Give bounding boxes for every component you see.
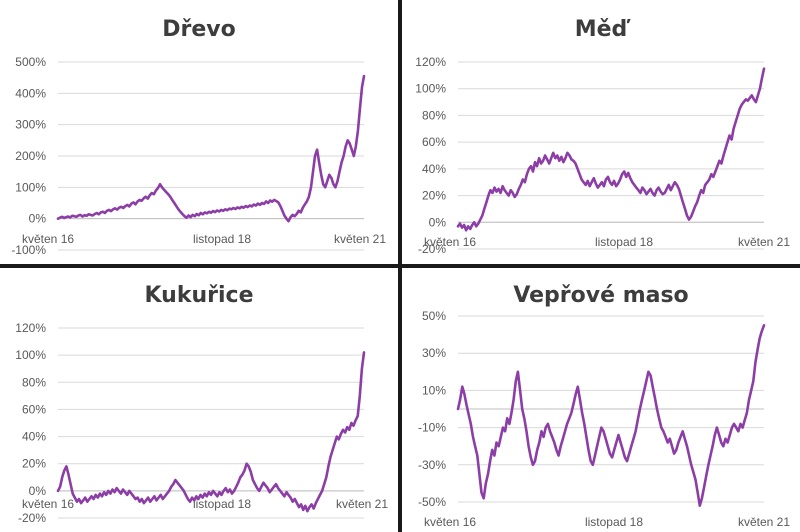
y-tick-label: 500%	[15, 55, 46, 69]
chart-panel-drevo: Dřevo 500% 400% 300% 200% 100% 0% -100% květen 1…	[0, 0, 398, 264]
y-tick-label: 0%	[29, 484, 47, 498]
chart-svg: Kukuřice120%100%80%60%40%20%0%-20%květen…	[15, 283, 388, 525]
chart-panel-med: Měď 120% 100% 80% 60% 40% 20% 0% -20% květen 16 li…	[402, 0, 800, 264]
x-tick-label: listopad 18	[193, 232, 251, 246]
x-tick-label: květen 21	[738, 515, 790, 529]
y-tick-label: 120%	[415, 55, 446, 69]
y-tick-label: 100%	[15, 180, 46, 194]
chart-svg: Měď 120% 100% 80% 60% 40% 20% 0% -20%květen 16 li…	[415, 17, 790, 256]
y-tick-label: -10%	[418, 421, 446, 435]
chart-title: Dřevo	[162, 17, 236, 42]
series-line	[56, 351, 366, 513]
series-line	[456, 67, 766, 232]
y-tick-label: 80%	[22, 375, 46, 389]
x-tick-label: květen 21	[334, 232, 386, 246]
y-tick-label: 400%	[15, 86, 46, 100]
chart-svg: Dřevo 500% 400% 300% 200% 100% 0% -100%květen 1…	[11, 17, 386, 257]
chart-svg: Vepřové maso 50% 30% 10% -10% -30% -50% květen …	[418, 283, 790, 529]
x-tick-label: květen 16	[22, 497, 74, 511]
x-tick-label: listopad 18	[595, 235, 653, 249]
x-tick-label: květen 21	[738, 235, 790, 249]
x-tick-label: květen 16	[424, 235, 476, 249]
y-tick-label: 300%	[15, 118, 46, 132]
chart-title: Kukuřice	[145, 283, 254, 308]
y-tick-label: 10%	[422, 383, 446, 397]
y-tick-label: 40%	[22, 430, 46, 444]
y-tick-label: -20%	[18, 511, 46, 525]
x-tick-label: listopad 18	[193, 497, 251, 511]
y-tick-label: 80%	[422, 108, 446, 122]
x-tick-label: květen 21	[336, 497, 388, 511]
y-tick-label: -100%	[11, 243, 46, 257]
chart-title: Měď	[575, 17, 632, 42]
y-tick-label: 60%	[22, 402, 46, 416]
y-tick-label: -30%	[418, 458, 446, 472]
y-tick-label: 200%	[15, 149, 46, 163]
x-tick-label: květen 16	[424, 515, 476, 529]
series-line	[456, 323, 766, 507]
y-tick-label: 100%	[15, 348, 46, 362]
chart-panel-veprove-maso: Vepřové maso 50% 30% 10% -10% -30% -50% květen …	[402, 268, 800, 532]
y-tick-label: 50%	[422, 309, 446, 323]
y-tick-label: 20%	[422, 189, 446, 203]
y-tick-label: 0%	[429, 215, 447, 229]
y-tick-label: 0%	[29, 212, 47, 226]
y-tick-label: 40%	[422, 162, 446, 176]
y-tick-label: 100%	[415, 82, 446, 96]
y-tick-label: -20%	[418, 242, 446, 256]
y-tick-label: 30%	[422, 346, 446, 360]
y-tick-label: -50%	[418, 495, 446, 509]
series-line	[56, 74, 366, 223]
chart-title: Vepřové maso	[513, 283, 688, 308]
y-tick-label: 120%	[15, 321, 46, 335]
x-tick-label: listopad 18	[585, 515, 643, 529]
y-tick-label: 60%	[422, 135, 446, 149]
x-tick-label: květen 16	[22, 232, 74, 246]
y-tick-label: 20%	[22, 457, 46, 471]
chart-panel-kukurice: Kukuřice 120% 100% 80% 60% 40% 20% 0% -20% květen…	[0, 268, 398, 532]
